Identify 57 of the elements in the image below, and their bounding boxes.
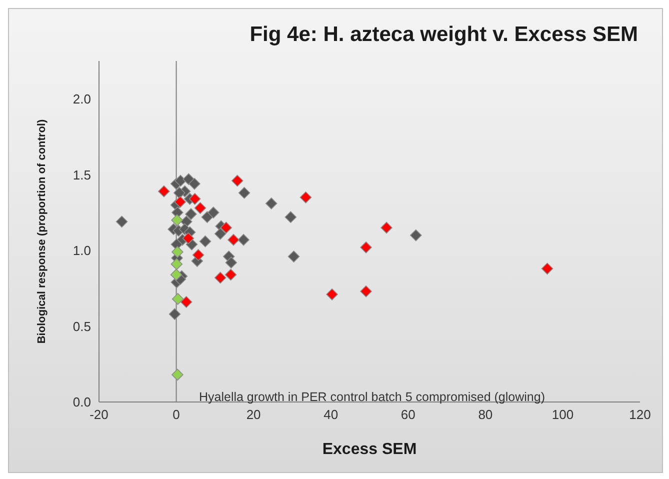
- point: [168, 308, 181, 320]
- point: [174, 196, 186, 208]
- point: [360, 242, 372, 254]
- point: [300, 192, 312, 204]
- point: [224, 268, 237, 281]
- point: [288, 250, 300, 262]
- point: [214, 228, 226, 240]
- y-tick-label: 2.0: [72, 92, 91, 107]
- point: [207, 206, 220, 218]
- chart-title: Fig 4e: H. azteca weight v. Excess SEM: [250, 23, 638, 47]
- point: [180, 296, 192, 308]
- x-tick-label: 60: [400, 407, 416, 422]
- point: [220, 222, 232, 234]
- point: [172, 368, 184, 381]
- point: [380, 222, 392, 234]
- point: [360, 285, 372, 298]
- point: [214, 272, 226, 284]
- x-tick-label: 40: [324, 407, 338, 422]
- point: [172, 246, 184, 258]
- point: [228, 234, 240, 246]
- point: [170, 258, 183, 270]
- point: [158, 185, 170, 198]
- point: [541, 262, 554, 275]
- point: [172, 293, 184, 305]
- point: [188, 178, 200, 190]
- point: [173, 186, 186, 199]
- x-axis-title: Excess SEM: [322, 441, 417, 458]
- point: [199, 235, 212, 248]
- point: [231, 174, 244, 187]
- y-tick-label: 0.5: [72, 318, 91, 334]
- point: [182, 232, 194, 244]
- x-tick-label: 20: [246, 407, 261, 422]
- point: [225, 256, 238, 268]
- point: [410, 229, 422, 242]
- point: [182, 173, 195, 186]
- point: [116, 216, 128, 228]
- x-tick-label: 0: [172, 407, 180, 422]
- x-tick-label: 120: [629, 407, 651, 422]
- point: [170, 268, 182, 281]
- y-tick-label: 1.5: [72, 167, 91, 182]
- point: [192, 249, 204, 261]
- point: [265, 198, 278, 210]
- annotation: Hyalella growth in PER control batch 5 compromised (glowing): [199, 390, 545, 404]
- point: [194, 202, 206, 214]
- point: [238, 186, 250, 199]
- x-tick-label: 80: [478, 407, 493, 422]
- point: [171, 214, 183, 226]
- point: [326, 288, 338, 300]
- x-tick-label: 100: [552, 407, 574, 422]
- point: [185, 208, 197, 220]
- point: [284, 211, 297, 223]
- y-tick-label: 0.0: [72, 394, 91, 410]
- y-axis-title: Biological response (proportion of control): [36, 119, 48, 344]
- y-tick-label: 1.0: [72, 243, 91, 258]
- x-tick-label: -20: [90, 407, 108, 422]
- point: [188, 193, 201, 205]
- point: [238, 234, 250, 246]
